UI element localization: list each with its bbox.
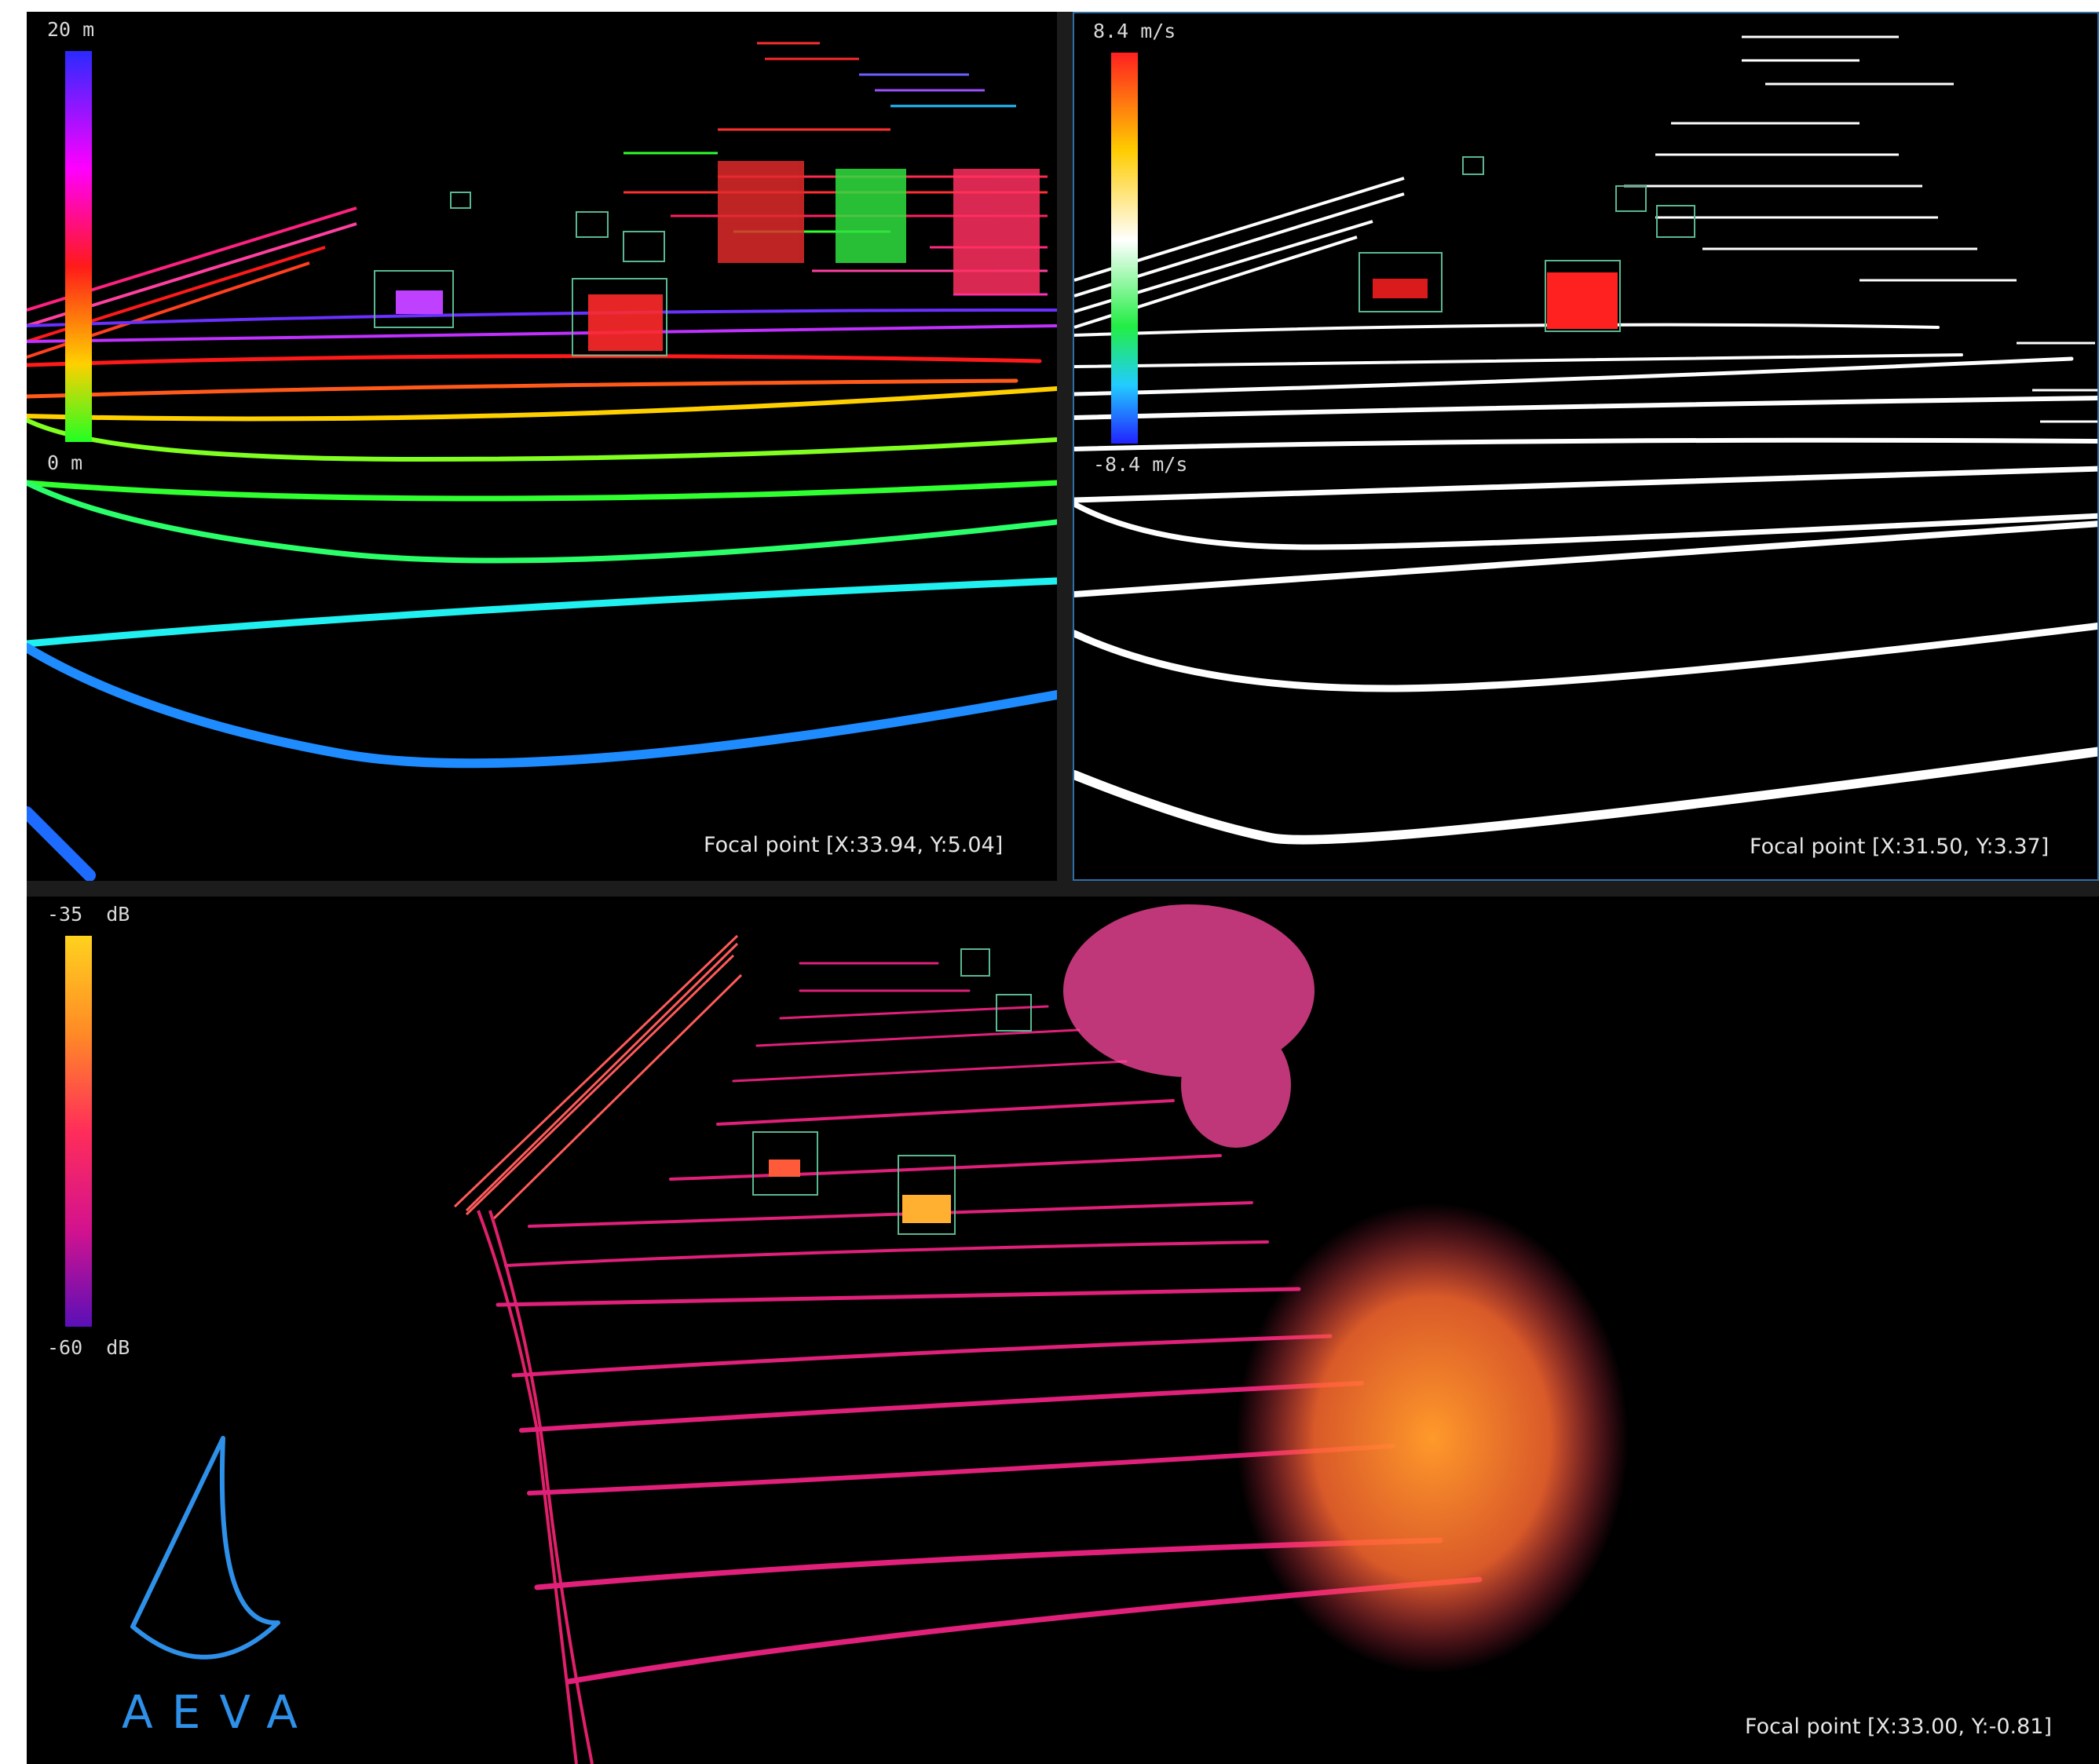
reflectivity-legend-min: -60 dB: [47, 1336, 130, 1359]
velocity-view-panel[interactable]: 8.4 m/s -8.4 m/s Focal point [X:31.50, Y…: [1073, 12, 2099, 881]
guardrail-lines: [453, 934, 743, 1220]
road-edge: [477, 1210, 594, 1764]
moving-vehicle-points: [1373, 272, 1618, 329]
velocity-focal-point: Focal point [X:31.50, Y:3.37]: [1750, 835, 2050, 859]
horizontal-splitter[interactable]: [27, 881, 2099, 897]
object-bounding-boxes: [374, 192, 667, 356]
range-point-cloud[interactable]: [27, 12, 1057, 881]
reflectivity-point-cloud[interactable]: [27, 897, 2099, 1764]
aeva-logo-mark: [130, 1436, 280, 1660]
velocity-point-cloud[interactable]: [1074, 13, 2099, 881]
tree-canopy-near: [1236, 1203, 1629, 1674]
aeva-logo-text: AEVA: [122, 1685, 316, 1739]
range-legend-max: 20 m: [47, 18, 95, 41]
object-bounding-boxes: [752, 948, 1032, 1235]
vertical-splitter[interactable]: [1057, 12, 1073, 881]
velocity-legend-max: 8.4 m/s: [1093, 20, 1176, 42]
reflectivity-legend-max: -35 dB: [47, 903, 130, 926]
ground-scan-lines: [27, 309, 1057, 881]
vehicle-points: [396, 290, 663, 351]
vehicle-points: [769, 1160, 951, 1223]
range-legend-min: 0 m: [47, 451, 83, 474]
velocity-legend-min: -8.4 m/s: [1093, 453, 1188, 476]
reflectivity-view-panel[interactable]: -35 dB -60 dB AEVA Focal point [X:33.00,…: [27, 897, 2099, 1764]
reflectivity-focal-point: Focal point [X:33.00, Y:-0.81]: [1745, 1715, 2052, 1739]
velocity-colorbar: [1111, 53, 1138, 444]
static-scatter: [1624, 35, 2097, 423]
range-focal-point: Focal point [X:33.94, Y:5.04]: [704, 833, 1004, 857]
reflectivity-colorbar: [65, 936, 92, 1327]
object-bounding-boxes: [1358, 156, 1695, 332]
tree-canopy-far: [1063, 904, 1315, 1148]
aeva-logo: AEVA: [101, 1430, 337, 1760]
ground-scan-lines: [1074, 323, 2097, 845]
building-cluster: [718, 161, 1040, 294]
range-view-panel[interactable]: 20 m 0 m Focal point [X:33.94, Y:5.04]: [27, 12, 1057, 881]
range-colorbar: [65, 51, 92, 442]
